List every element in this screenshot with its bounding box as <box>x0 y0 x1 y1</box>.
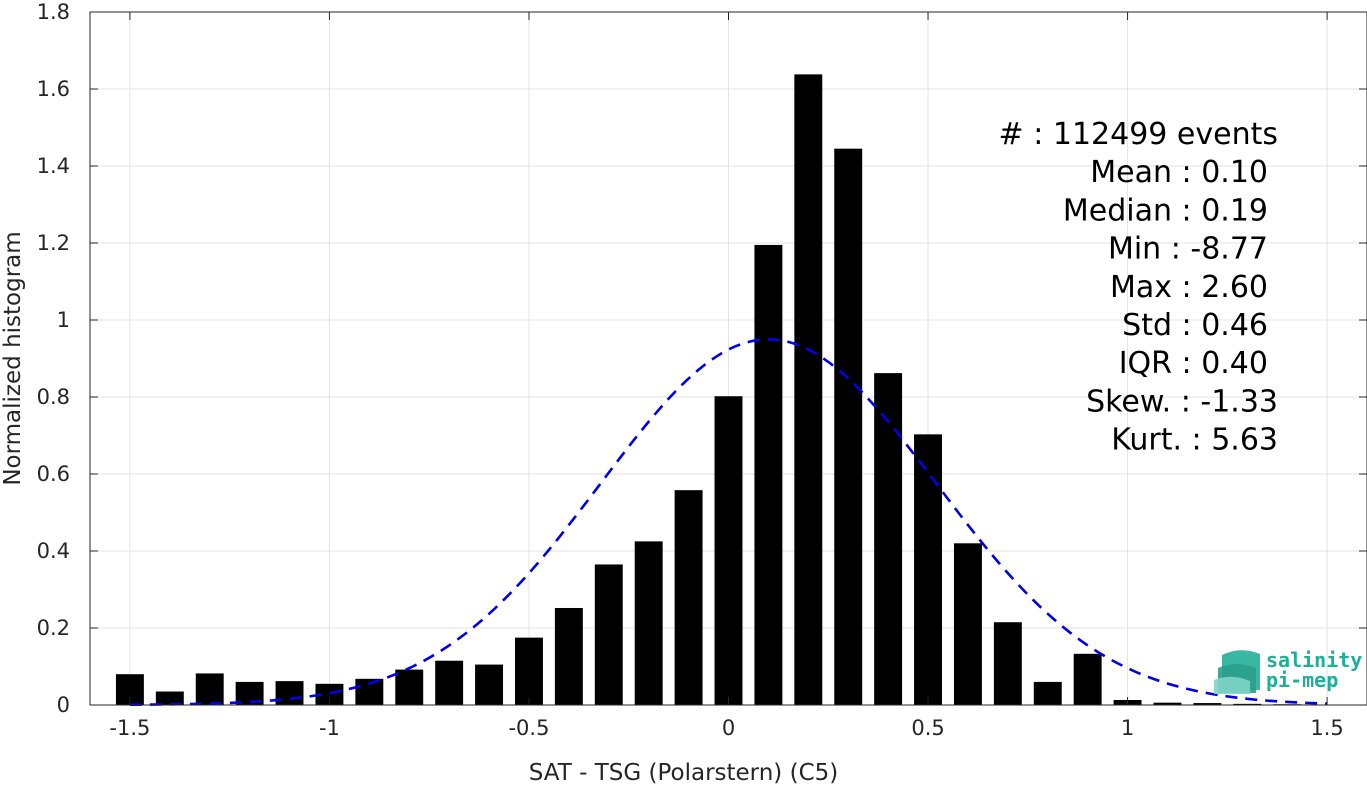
gaussian-fit-curve <box>129 338 1328 707</box>
x-tick-label: 1 <box>1121 716 1134 740</box>
histogram-bar <box>235 681 264 705</box>
y-tick-label: 1 <box>57 308 70 332</box>
histogram-bar <box>475 664 504 705</box>
histogram-bar <box>515 637 543 705</box>
histogram-bar <box>834 148 863 706</box>
y-tick-label: 1.4 <box>37 154 70 178</box>
stats-line: Mean : 0.10 <box>1090 155 1268 190</box>
histogram-bar <box>275 681 304 705</box>
x-axis-ticks: -1.5 -1 -0.5 0 0.5 1 1.5 <box>109 12 1344 740</box>
x-tick-label: 0 <box>722 716 735 740</box>
y-tick-label: 0 <box>57 693 70 717</box>
y-tick-label: 1.8 <box>37 0 70 24</box>
wave-logo-icon <box>1214 650 1260 694</box>
x-tick-label: -1 <box>319 716 340 740</box>
logo-text-pi-mep: pi-mep <box>1266 668 1338 692</box>
y-tick-label: 0.2 <box>37 616 70 640</box>
histogram-bar <box>1153 702 1182 705</box>
y-axis-label: Normalized histogram <box>0 231 26 485</box>
histogram-bar <box>195 673 224 705</box>
stats-line: Max : 2.60 <box>1110 270 1268 305</box>
y-tick-label: 0.8 <box>37 385 70 409</box>
y-tick-label: 0.6 <box>37 462 70 486</box>
x-tick-label: 1.5 <box>1310 716 1343 740</box>
histogram-bar <box>714 396 743 705</box>
x-tick-label: -0.5 <box>508 716 549 740</box>
stats-line: # : 112499 events <box>999 117 1278 152</box>
stats-line: Skew. : -1.33 <box>1086 384 1278 419</box>
y-tick-label: 1.2 <box>37 231 70 255</box>
stats-line: Kurt. : 5.63 <box>1111 423 1278 458</box>
histogram-bar <box>1073 653 1102 705</box>
histogram-bar <box>914 434 942 705</box>
y-tick-label: 0.4 <box>37 539 70 563</box>
y-tick-label: 1.6 <box>37 77 70 101</box>
histogram-bar <box>874 373 903 705</box>
stats-line: Min : -8.77 <box>1108 232 1268 267</box>
histogram-bar <box>395 669 424 705</box>
histogram-bar <box>794 74 823 706</box>
logo-text-salinity: salinity <box>1266 648 1362 672</box>
x-axis-label: SAT - TSG (Polarstern) (C5) <box>529 760 838 785</box>
salinity-pi-mep-logo: salinity pi-mep <box>1214 648 1362 694</box>
histogram-bar <box>953 543 982 705</box>
histogram-bar <box>754 244 783 706</box>
histogram-bar <box>435 660 464 705</box>
histogram-bar <box>1193 703 1222 705</box>
histogram-bar <box>1033 681 1062 705</box>
y-axis-ticks: 0 0.2 0.4 0.6 0.8 1 1.2 1.4 1.6 1.8 <box>37 0 1367 717</box>
histogram-bar <box>155 691 184 705</box>
histogram-bar <box>554 607 583 705</box>
histogram-bar <box>594 564 623 705</box>
stats-line: Std : 0.46 <box>1122 308 1268 343</box>
stats-line: Median : 0.19 <box>1063 193 1268 228</box>
bars-group <box>115 74 1342 706</box>
histogram-bar <box>674 490 703 705</box>
stats-line: IQR : 0.40 <box>1119 346 1268 381</box>
x-tick-label: -1.5 <box>109 716 150 740</box>
histogram-bar <box>634 541 663 705</box>
x-tick-label: 0.5 <box>911 716 944 740</box>
histogram-bar <box>993 622 1022 705</box>
histogram-bar <box>1233 703 1262 705</box>
histogram-bar <box>315 683 344 705</box>
